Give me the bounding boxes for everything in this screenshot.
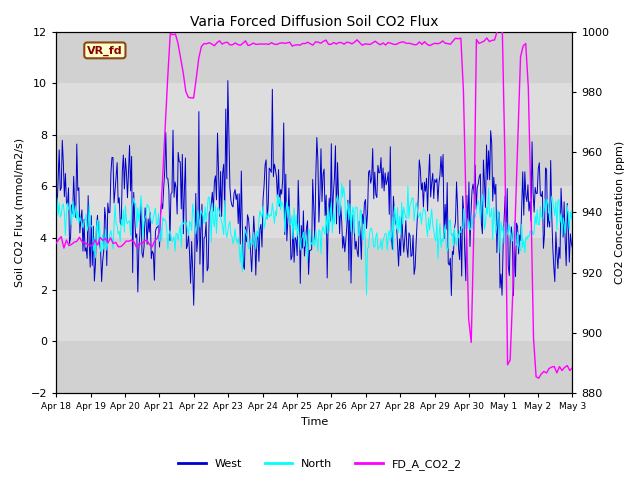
Bar	[56, 32, 572, 83]
FD_A_CO2_2	[568, 365, 576, 371]
North	[558, 231, 566, 237]
FD_A_CO2_2	[83, 241, 91, 247]
Y-axis label: Soil CO2 Flux (mmol/m2/s): Soil CO2 Flux (mmol/m2/s)	[15, 138, 25, 287]
North	[298, 237, 305, 242]
Title: Varia Forced Diffusion Soil CO2 Flux: Varia Forced Diffusion Soil CO2 Flux	[190, 15, 438, 29]
FD_A_CO2_2	[52, 240, 60, 246]
North	[363, 292, 371, 298]
Line: North: North	[56, 183, 572, 295]
North	[52, 219, 60, 225]
West	[568, 245, 576, 251]
FD_A_CO2_2	[148, 244, 156, 250]
FD_A_CO2_2	[496, 28, 504, 34]
Bar	[56, 186, 572, 238]
Bar	[56, 135, 572, 186]
FD_A_CO2_2	[73, 239, 81, 244]
North	[568, 206, 576, 212]
Bar	[56, 341, 572, 393]
FD_A_CO2_2	[548, 364, 556, 370]
North	[477, 200, 485, 206]
West	[190, 302, 198, 308]
West	[333, 160, 341, 166]
Legend: West, North, FD_A_CO2_2: West, North, FD_A_CO2_2	[174, 455, 466, 474]
West	[52, 197, 60, 203]
Bar	[56, 290, 572, 341]
X-axis label: Time: Time	[301, 417, 328, 427]
West	[477, 220, 485, 226]
North	[338, 180, 346, 186]
Y-axis label: CO2 Concentration (ppm): CO2 Concentration (ppm)	[615, 141, 625, 284]
FD_A_CO2_2	[535, 375, 543, 381]
West	[303, 226, 310, 231]
Text: VR_fd: VR_fd	[87, 45, 123, 56]
West	[224, 78, 232, 84]
West	[558, 208, 566, 214]
FD_A_CO2_2	[189, 95, 197, 101]
Line: FD_A_CO2_2: FD_A_CO2_2	[56, 31, 572, 378]
North	[360, 215, 368, 220]
West	[300, 208, 307, 214]
Line: West: West	[56, 81, 572, 305]
West	[362, 197, 369, 203]
Bar	[56, 83, 572, 135]
FD_A_CO2_2	[527, 198, 535, 204]
Bar	[56, 238, 572, 290]
North	[332, 204, 339, 210]
North	[301, 243, 308, 249]
